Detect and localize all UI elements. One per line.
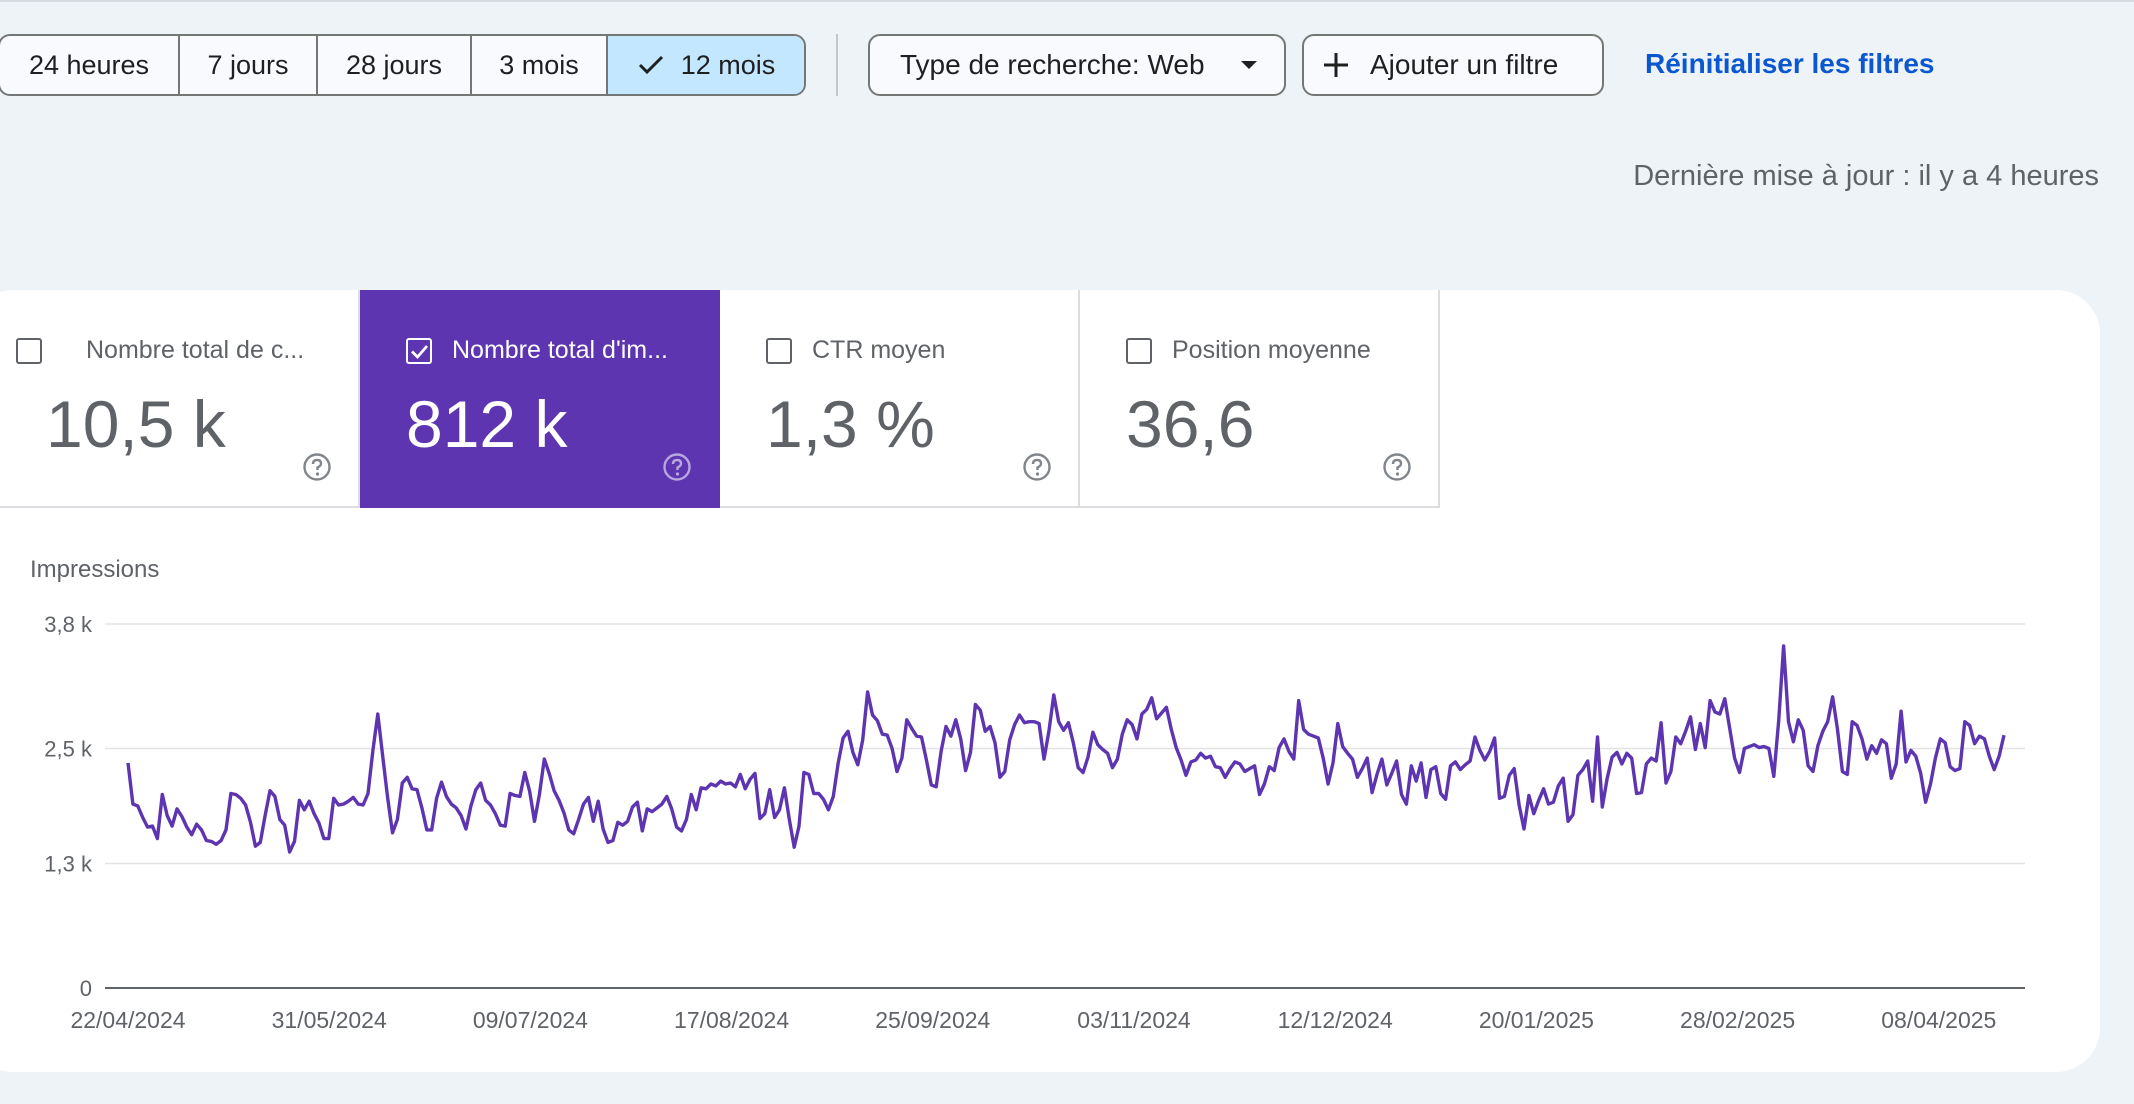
range-label: 3 mois <box>499 49 579 80</box>
x-tick-label: 17/08/2024 <box>674 1007 789 1030</box>
range-label: 12 mois <box>680 49 776 80</box>
date-range-selector: 24 heures 7 jours 28 jours 3 mois 12 moi… <box>0 34 806 96</box>
metric-card-impressions[interactable]: Nombre total d'im... 812 k <box>360 290 720 508</box>
add-filter-button[interactable]: Ajouter un filtre <box>1302 34 1604 96</box>
plus-icon <box>1322 51 1350 79</box>
checkbox[interactable] <box>766 338 792 364</box>
performance-card: Nombre total de c... 10,5 k Nombre total… <box>0 290 2100 1072</box>
checkbox[interactable] <box>16 338 42 364</box>
x-tick-label: 31/05/2024 <box>272 1007 387 1030</box>
checkbox[interactable] <box>1126 338 1152 364</box>
metric-card-ctr[interactable]: CTR moyen 1,3 % <box>720 290 1080 508</box>
metric-value: 10,5 k <box>46 387 226 461</box>
help-icon[interactable] <box>302 452 332 482</box>
x-tick-label: 20/01/2025 <box>1479 1007 1594 1030</box>
add-filter-label: Ajouter un filtre <box>1370 49 1559 80</box>
range-7d-button[interactable]: 7 jours <box>180 36 318 94</box>
range-label: 7 jours <box>207 49 289 80</box>
x-tick-label: 08/04/2025 <box>1881 1007 1996 1030</box>
metric-label: Nombre total de c... <box>86 336 305 364</box>
series-line-impressions <box>126 644 2006 854</box>
metric-card-position[interactable]: Position moyenne 36,6 <box>1080 290 1440 508</box>
help-icon[interactable] <box>1022 452 1052 482</box>
metric-label: Nombre total d'im... <box>452 336 668 364</box>
search-type-label: Type de recherche: Web <box>900 49 1205 80</box>
range-24h-button[interactable]: 24 heures <box>0 36 180 94</box>
y-tick-label: 1,3 k <box>44 851 93 876</box>
impressions-chart: 0 1,3 k 2,5 k 3,8 k 22/04/2024 31/05/2024 09/… <box>44 612 2025 1030</box>
x-tick-label: 28/02/2025 <box>1680 1007 1795 1030</box>
metric-value: 1,3 % <box>766 387 935 461</box>
range-28d-button[interactable]: 28 jours <box>318 36 472 94</box>
range-3m-button[interactable]: 3 mois <box>472 36 608 94</box>
metric-label: CTR moyen <box>812 336 946 364</box>
help-icon[interactable] <box>1382 452 1412 482</box>
metric-label: Position moyenne <box>1172 336 1371 364</box>
metric-card-clicks[interactable]: Nombre total de c... 10,5 k <box>0 290 360 508</box>
y-tick-label: 2,5 k <box>44 737 93 762</box>
check-icon <box>637 54 665 76</box>
checkbox-checked[interactable] <box>406 338 432 364</box>
reset-filters-link[interactable]: Réinitialiser les filtres <box>1645 48 1935 79</box>
range-label: 24 heures <box>28 49 150 80</box>
help-icon[interactable] <box>662 452 692 482</box>
chart-title: Impressions <box>30 556 160 583</box>
chevron-down-icon <box>1240 60 1258 70</box>
x-tick-label: 09/07/2024 <box>473 1007 588 1030</box>
range-12m-button[interactable]: 12 mois <box>608 36 804 94</box>
x-tick-label: 22/04/2024 <box>70 1007 185 1030</box>
top-border <box>0 0 2134 2</box>
search-type-filter[interactable]: Type de recherche: Web <box>868 34 1286 96</box>
x-tick-label: 25/09/2024 <box>875 1007 990 1030</box>
y-tick-label: 3,8 k <box>44 612 93 637</box>
metric-value: 812 k <box>406 387 568 461</box>
y-tick-label: 0 <box>80 976 92 1001</box>
check-icon <box>411 345 429 360</box>
metric-value: 36,6 <box>1126 387 1255 461</box>
x-tick-label: 12/12/2024 <box>1278 1007 1393 1030</box>
range-label: 28 jours <box>345 49 443 80</box>
last-update-text: Dernière mise à jour : il y a 4 heures <box>1633 160 2099 192</box>
x-tick-label: 03/11/2024 <box>1077 1007 1191 1030</box>
toolbar-divider <box>836 34 838 96</box>
